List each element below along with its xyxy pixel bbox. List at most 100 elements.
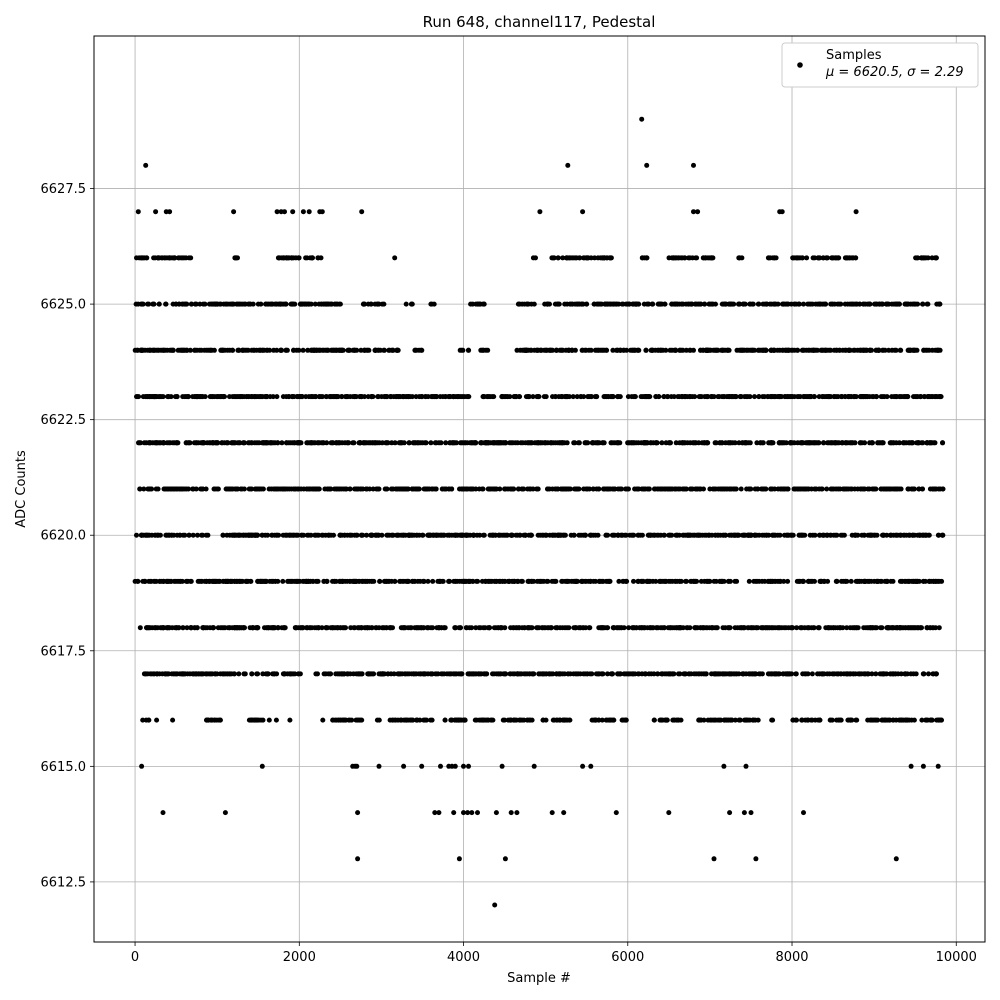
data-point xyxy=(249,394,255,400)
data-point xyxy=(199,578,205,584)
data-point xyxy=(512,440,518,446)
data-point xyxy=(609,671,615,677)
data-point xyxy=(145,301,151,307)
data-point xyxy=(543,394,549,400)
data-point xyxy=(248,301,253,307)
data-point xyxy=(247,625,253,631)
data-point xyxy=(477,532,483,538)
data-point xyxy=(255,625,260,631)
data-point xyxy=(752,532,758,538)
data-point xyxy=(339,394,345,400)
data-point xyxy=(905,394,911,400)
data-point xyxy=(886,347,892,353)
data-point xyxy=(702,255,708,261)
data-point xyxy=(760,347,766,353)
data-point xyxy=(530,671,536,677)
data-point xyxy=(584,301,590,307)
data-point xyxy=(929,394,935,400)
data-point xyxy=(352,532,358,538)
data-point xyxy=(614,347,619,353)
data-point xyxy=(879,440,885,446)
data-point xyxy=(762,486,768,492)
data-point xyxy=(442,394,448,400)
data-point xyxy=(789,394,795,400)
data-point xyxy=(140,347,146,353)
data-point xyxy=(869,671,875,677)
data-point xyxy=(866,578,872,584)
data-point xyxy=(905,347,911,353)
data-point xyxy=(213,440,219,446)
data-point xyxy=(687,255,693,261)
data-point xyxy=(543,347,549,353)
data-point xyxy=(823,301,828,307)
data-point xyxy=(134,394,140,400)
data-point xyxy=(535,394,541,400)
data-point xyxy=(830,671,835,677)
data-point xyxy=(805,578,811,584)
data-point xyxy=(287,532,293,538)
data-point xyxy=(859,394,865,400)
data-point xyxy=(794,625,800,631)
data-point xyxy=(877,578,883,584)
data-point xyxy=(940,532,946,538)
data-point xyxy=(783,440,789,446)
data-point xyxy=(691,671,697,677)
data-point xyxy=(894,394,899,400)
data-point xyxy=(724,347,730,353)
data-point xyxy=(270,301,276,307)
data-point xyxy=(642,625,648,631)
data-point xyxy=(469,625,475,631)
data-point xyxy=(788,532,794,538)
data-point xyxy=(464,625,470,631)
data-point xyxy=(785,301,791,307)
data-point xyxy=(836,440,842,446)
data-point xyxy=(467,578,473,584)
data-point xyxy=(862,440,868,446)
data-point xyxy=(825,625,831,631)
data-point xyxy=(925,440,930,446)
data-point xyxy=(490,440,496,446)
data-point xyxy=(664,394,670,400)
data-point xyxy=(631,578,636,584)
data-point xyxy=(921,671,927,677)
data-point xyxy=(429,301,435,307)
data-point xyxy=(747,301,753,307)
data-point xyxy=(276,486,281,492)
data-point xyxy=(259,578,265,584)
data-point xyxy=(585,440,591,446)
data-point xyxy=(626,301,632,307)
data-point xyxy=(738,347,744,353)
data-point xyxy=(152,347,158,353)
data-point xyxy=(240,301,246,307)
data-point xyxy=(282,625,288,631)
data-point xyxy=(169,532,175,538)
data-point xyxy=(866,301,872,307)
data-point xyxy=(558,347,564,353)
data-point xyxy=(483,440,489,446)
data-point xyxy=(241,625,247,631)
data-point xyxy=(381,347,387,353)
data-point xyxy=(701,301,707,307)
data-point xyxy=(656,394,662,400)
data-point xyxy=(563,347,569,353)
data-point xyxy=(307,440,312,446)
data-point xyxy=(727,671,733,677)
data-point xyxy=(540,532,546,538)
data-point xyxy=(651,671,657,677)
data-point xyxy=(769,394,775,400)
data-point xyxy=(846,486,852,492)
data-point xyxy=(605,301,610,307)
data-point xyxy=(775,301,781,307)
data-point xyxy=(737,301,743,307)
data-point xyxy=(793,671,799,677)
data-point xyxy=(452,625,458,631)
data-point xyxy=(223,301,229,307)
data-point xyxy=(200,625,206,631)
data-point xyxy=(896,301,902,307)
data-point xyxy=(819,671,825,677)
data-point xyxy=(666,532,672,538)
data-point xyxy=(263,301,269,307)
data-point xyxy=(623,486,629,492)
data-point xyxy=(637,625,643,631)
data-point xyxy=(538,671,543,677)
